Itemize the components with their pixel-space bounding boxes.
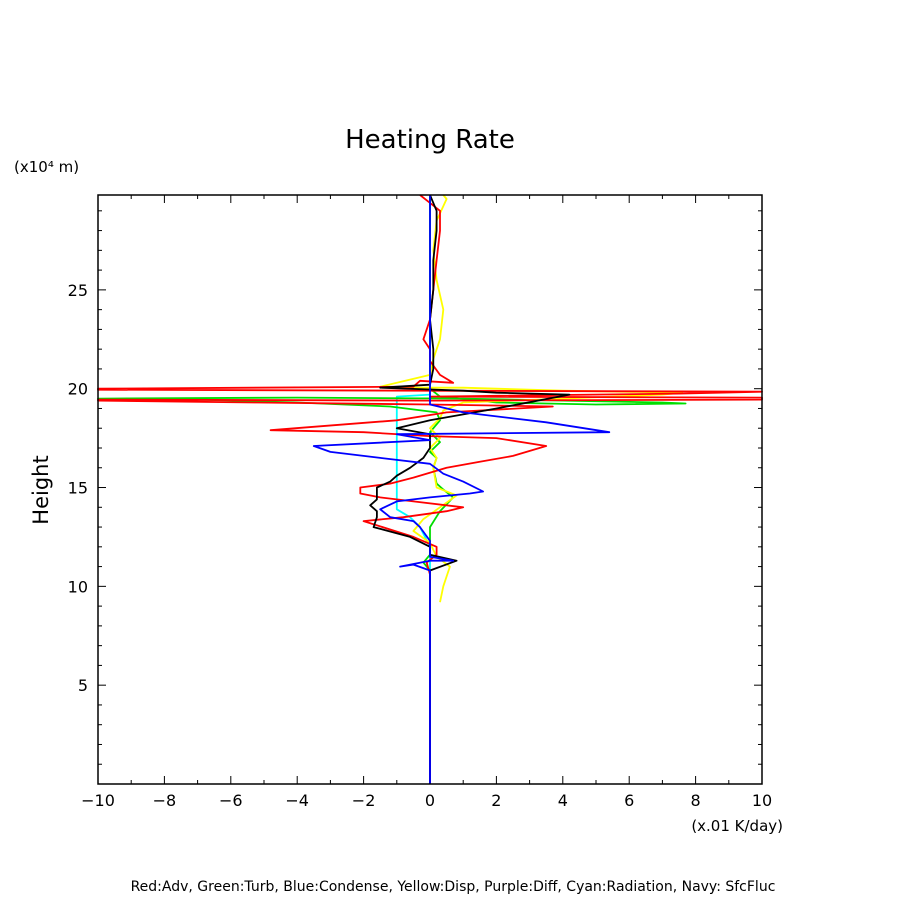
- legend-text: Red:Adv, Green:Turb, Blue:Condense, Yell…: [131, 879, 776, 895]
- axes: −10 −8 −6 −4 −2 0 2 4 6 8 10 5 10 15 20 25: [68, 195, 772, 810]
- x-tick-label: −6: [219, 791, 243, 810]
- series-line-total: [369, 194, 571, 784]
- x-tick-label: 6: [624, 791, 634, 810]
- y-tick-label: 25: [68, 281, 88, 300]
- chart-title: Heating Rate: [345, 125, 515, 155]
- x-tick-label: 10: [752, 791, 772, 810]
- y-tick-label: 15: [68, 479, 88, 498]
- series-line-turb: [97, 195, 687, 784]
- x-unit-label: (x.01 K/day): [691, 817, 783, 835]
- x-tick-label: 2: [491, 791, 501, 810]
- series-layer: [97, 194, 763, 784]
- plot-frame: [97, 194, 763, 785]
- x-tick-label: 8: [691, 791, 701, 810]
- series-line-radiation: [395, 200, 431, 784]
- y-tick-label: 5: [78, 676, 88, 695]
- y-tick-label: 10: [68, 577, 88, 596]
- x-tick-label: −8: [153, 791, 177, 810]
- x-tick-label: −2: [352, 791, 376, 810]
- x-tick-label: 4: [558, 791, 568, 810]
- y-tick-label: 20: [68, 380, 88, 399]
- y-unit-label: (x10⁴ m): [14, 158, 79, 176]
- series-line-condense: [312, 195, 611, 784]
- x-tick-label: −4: [285, 791, 309, 810]
- x-tick-label: −10: [81, 791, 115, 810]
- x-tick-label: 0: [425, 791, 435, 810]
- y-axis-label: Height: [29, 455, 53, 524]
